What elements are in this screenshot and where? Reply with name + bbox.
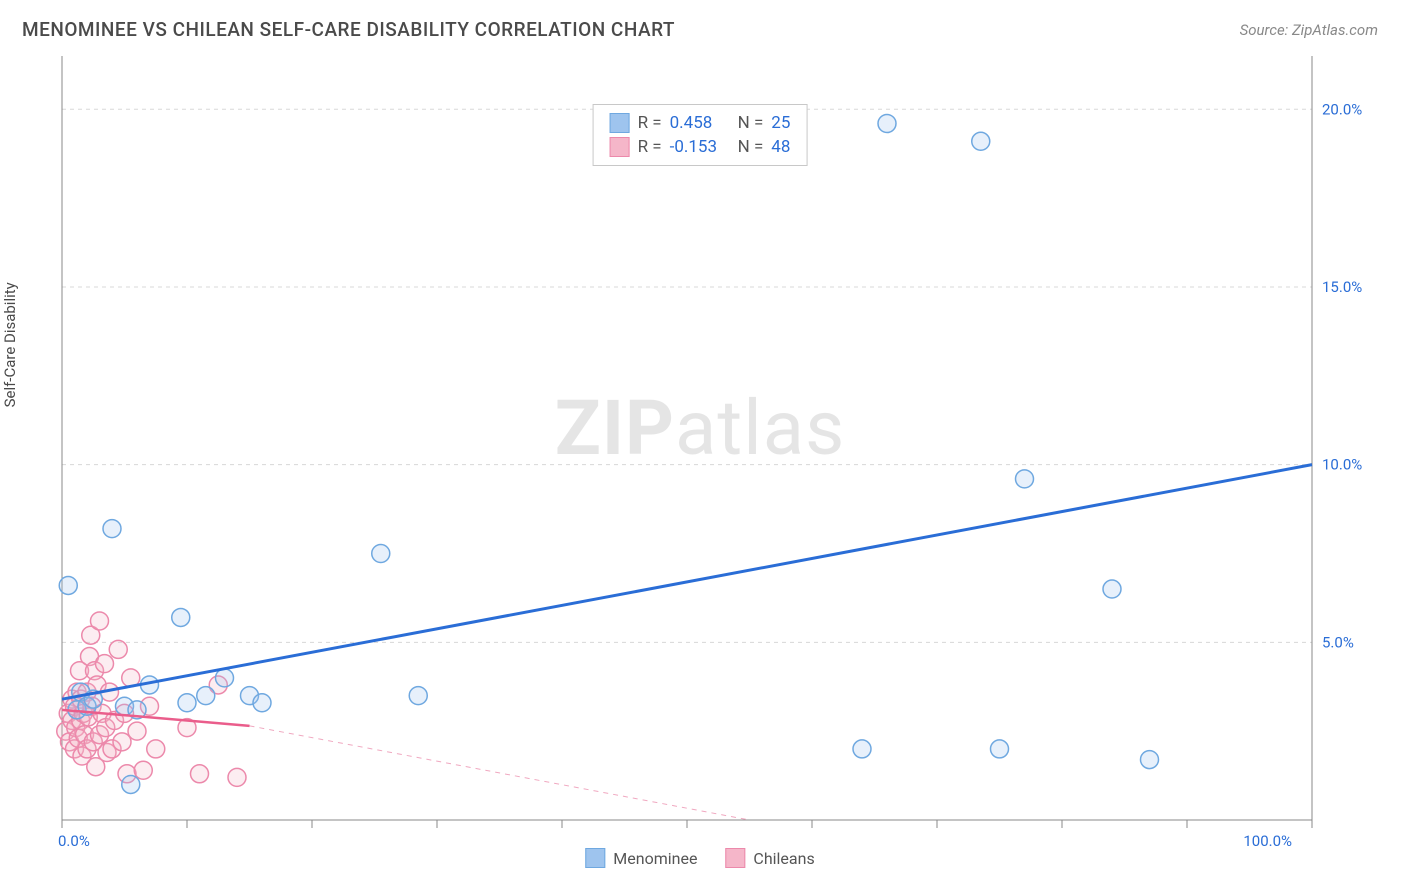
svg-text:10.0%: 10.0%: [1322, 456, 1362, 474]
correlation-legend: R = 0.458 N = 25 R = -0.153 N = 48: [593, 104, 808, 166]
n-label: N =: [738, 137, 764, 157]
legend-row-menominee: R = 0.458 N = 25: [610, 111, 791, 135]
n-value-menominee: 25: [771, 113, 790, 133]
svg-text:15.0%: 15.0%: [1322, 278, 1362, 296]
y-axis-label: Self-Care Disability: [1, 282, 19, 407]
r-label: R =: [638, 137, 662, 157]
legend-row-chileans: R = -0.153 N = 48: [610, 135, 791, 159]
legend-label-menominee: Menominee: [613, 849, 697, 868]
swatch-menominee-icon: [610, 113, 630, 133]
chart-area: Self-Care Disability 5.0%10.0%15.0%20.0%…: [22, 50, 1378, 872]
svg-text:5.0%: 5.0%: [1322, 633, 1354, 651]
svg-text:20.0%: 20.0%: [1322, 100, 1362, 118]
legend-item-menominee: Menominee: [585, 848, 697, 868]
r-value-chileans: -0.153: [670, 137, 730, 157]
series-legend: Menominee Chileans: [585, 848, 814, 868]
swatch-menominee-icon: [585, 848, 605, 868]
svg-text:0.0%: 0.0%: [58, 832, 90, 850]
legend-label-chileans: Chileans: [753, 849, 814, 868]
svg-text:100.0%: 100.0%: [1243, 832, 1292, 850]
scatter-plot-svg: 5.0% 10.0% 15.0% 20.0% 0.0% 100.0%: [52, 50, 1378, 872]
legend-item-chileans: Chileans: [725, 848, 814, 868]
r-label: R =: [638, 113, 662, 133]
chart-title: MENOMINEE VS CHILEAN SELF-CARE DISABILIT…: [22, 18, 675, 41]
swatch-chileans-icon: [610, 137, 630, 157]
n-value-chileans: 48: [771, 137, 790, 157]
r-value-menominee: 0.458: [670, 113, 730, 133]
n-label: N =: [738, 113, 764, 133]
source-attribution: Source: ZipAtlas.com: [1240, 21, 1378, 39]
swatch-chileans-icon: [725, 848, 745, 868]
